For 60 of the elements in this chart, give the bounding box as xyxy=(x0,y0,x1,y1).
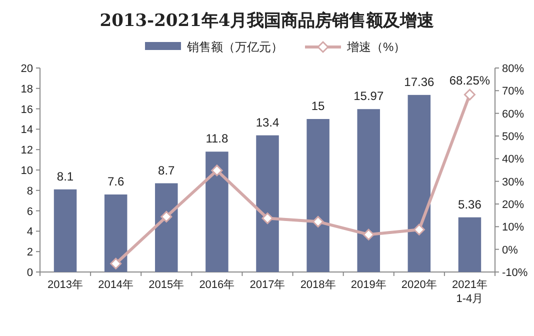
y-tick-label: 14 xyxy=(20,124,33,136)
bar xyxy=(458,217,482,272)
x-tick-label: 2017年 xyxy=(250,279,286,291)
data-label: 68.25% xyxy=(449,74,490,88)
y-tick-label: 4 xyxy=(26,226,33,238)
y2-tick-label: 40% xyxy=(502,154,524,166)
y2-tick-label: 20% xyxy=(502,199,524,211)
point xyxy=(110,258,122,270)
y2-tick-label: 60% xyxy=(502,108,524,120)
y-tick-label: 12 xyxy=(20,144,33,157)
bar xyxy=(306,119,330,272)
y2-tick-label: 10% xyxy=(502,222,524,234)
y-tick-label: 0 xyxy=(26,267,33,279)
data-label: 15.97 xyxy=(354,89,384,104)
bar xyxy=(408,94,431,272)
y-tick-label: 8 xyxy=(26,185,33,198)
point xyxy=(211,164,223,176)
data-label: 17.36 xyxy=(404,74,435,89)
legend-label: 销售额（万亿元） xyxy=(186,40,283,54)
x-tick-label: 2021年 1-4月 xyxy=(452,279,488,305)
data-label: 11.8 xyxy=(206,132,228,146)
bar xyxy=(104,194,128,272)
y2-tick-label: 50% xyxy=(502,131,524,143)
x-tick-label: 2015年 xyxy=(148,279,184,291)
legend-label: 增速（%） xyxy=(346,40,406,54)
y-tick-label: 10 xyxy=(20,165,33,177)
bar xyxy=(155,183,178,272)
point xyxy=(312,216,324,228)
chart-title: 2013-2021年4月我国商品房销售额及增速 xyxy=(100,11,434,31)
x-tick-label: 2018年 xyxy=(300,279,336,291)
bar xyxy=(54,189,77,272)
y-tick-label: 6 xyxy=(26,206,33,218)
data-label: 13.4 xyxy=(256,115,280,130)
y2-tick-label: 30% xyxy=(502,176,524,188)
y-tick-label: 20 xyxy=(20,63,33,75)
data-label: 8.1 xyxy=(56,169,74,184)
x-tick-label: 2013年 xyxy=(48,279,84,291)
x-tick-label: 2019年 xyxy=(350,279,386,291)
y2-tick-label: 0% xyxy=(502,244,518,256)
y2-tick-label: 70% xyxy=(502,86,524,98)
data-label: 8.7 xyxy=(158,163,176,178)
y-tick-label: 2 xyxy=(26,246,33,259)
y-tick-label: 16 xyxy=(20,104,33,116)
x-tick-label: 2020年 xyxy=(401,279,437,291)
point xyxy=(464,88,476,100)
point xyxy=(262,212,274,224)
point xyxy=(160,210,172,222)
x-tick-label: 2016年 xyxy=(199,279,235,291)
bar xyxy=(357,109,380,272)
point xyxy=(413,224,425,236)
bar xyxy=(256,135,279,272)
bar xyxy=(206,152,228,272)
data-label: 15 xyxy=(311,99,326,113)
point xyxy=(362,228,374,240)
x-tick-label: 2014年 xyxy=(98,279,134,291)
y2-tick-label: 80% xyxy=(502,63,524,75)
data-label: 7.6 xyxy=(107,174,124,188)
y-tick-label: 18 xyxy=(20,83,33,96)
data-label: 5.36 xyxy=(458,197,482,212)
y2-tick-label: -10% xyxy=(502,267,528,279)
